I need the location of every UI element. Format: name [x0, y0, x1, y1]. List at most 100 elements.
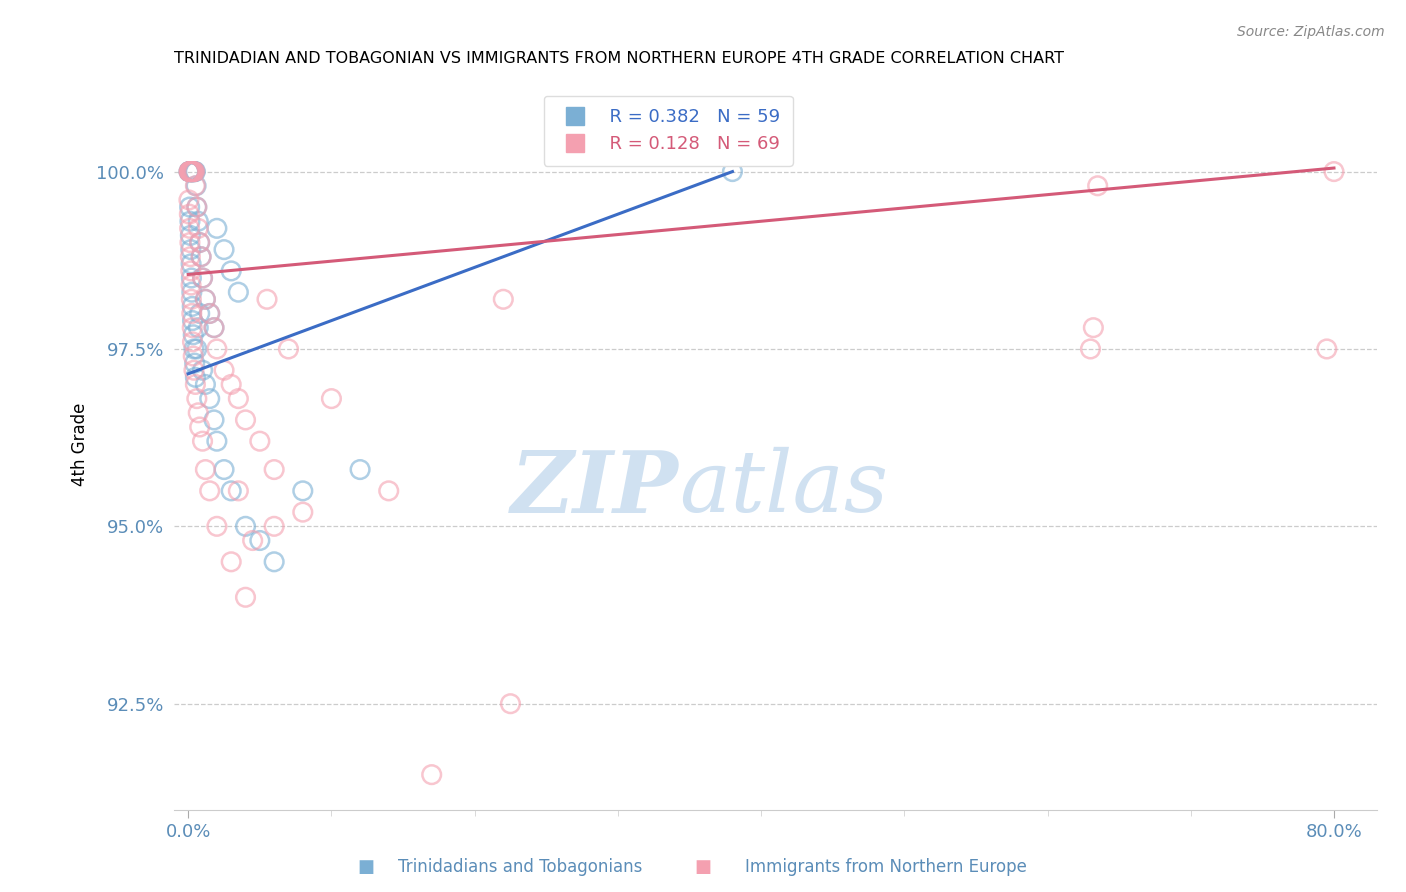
Point [180, 164, 202, 178]
Point [180, 306, 202, 320]
Point [181, 327, 204, 342]
Point [180, 257, 202, 271]
Point [194, 293, 217, 307]
Point [349, 462, 371, 476]
Point [184, 370, 207, 384]
Point [180, 164, 202, 178]
Point [181, 320, 204, 334]
Point [194, 293, 217, 307]
Point [184, 178, 207, 193]
Point [198, 392, 221, 406]
Point [177, 164, 200, 178]
Point [179, 221, 201, 235]
Point [179, 228, 201, 243]
Point [263, 555, 285, 569]
Point [191, 271, 214, 285]
Legend:   R = 0.382   N = 59,   R = 0.128   N = 69: R = 0.382 N = 59, R = 0.128 N = 69 [544, 95, 793, 166]
Point [194, 462, 217, 476]
Point [180, 271, 202, 285]
Point [179, 164, 201, 178]
Point [177, 164, 200, 178]
Point [180, 264, 202, 278]
Point [181, 164, 204, 178]
Point [183, 164, 205, 178]
Point [186, 342, 208, 356]
Point [191, 271, 214, 285]
Point [183, 164, 205, 178]
Text: ■: ■ [357, 858, 374, 876]
Point [188, 235, 211, 250]
Point [179, 214, 201, 228]
Point [242, 533, 264, 548]
Point [183, 342, 205, 356]
Text: atlas: atlas [679, 447, 889, 530]
Point [184, 164, 207, 178]
Point [1316, 342, 1339, 356]
Point [492, 293, 515, 307]
Point [228, 285, 250, 300]
Point [228, 392, 250, 406]
Point [181, 164, 204, 178]
Point [291, 483, 314, 498]
Point [198, 483, 221, 498]
Point [321, 392, 343, 406]
Point [180, 285, 202, 300]
Point [235, 519, 257, 533]
Point [179, 164, 201, 178]
Point [180, 243, 202, 257]
Point [202, 413, 225, 427]
Text: Source: ZipAtlas.com: Source: ZipAtlas.com [1237, 25, 1385, 39]
Point [205, 342, 228, 356]
Point [191, 434, 214, 449]
Text: Trinidadians and Tobagonians: Trinidadians and Tobagonians [398, 858, 643, 876]
Point [212, 243, 235, 257]
Point [183, 164, 205, 178]
Point [180, 278, 202, 293]
Point [256, 293, 278, 307]
Text: ZIP: ZIP [512, 447, 679, 531]
Point [180, 164, 202, 178]
Point [190, 250, 212, 264]
Point [186, 200, 208, 214]
Point [219, 483, 242, 498]
Point [228, 483, 250, 498]
Point [219, 264, 242, 278]
Point [181, 299, 204, 313]
Point [186, 392, 208, 406]
Point [180, 293, 202, 307]
Point [179, 250, 201, 264]
Point [377, 483, 399, 498]
Point [184, 377, 207, 392]
Point [205, 221, 228, 235]
Text: ■: ■ [695, 858, 711, 876]
Point [181, 164, 204, 178]
Point [180, 164, 202, 178]
Point [187, 221, 209, 235]
Point [1323, 164, 1346, 178]
Point [179, 164, 201, 178]
Point [187, 320, 209, 334]
Point [179, 164, 201, 178]
Text: TRINIDADIAN AND TOBAGONIAN VS IMMIGRANTS FROM NORTHERN EUROPE 4TH GRADE CORRELAT: TRINIDADIAN AND TOBAGONIAN VS IMMIGRANTS… [174, 51, 1064, 66]
Point [277, 342, 299, 356]
Point [188, 420, 211, 434]
Point [179, 164, 201, 178]
Point [184, 178, 207, 193]
Point [186, 200, 208, 214]
Point [249, 533, 271, 548]
Point [190, 250, 212, 264]
Point [1083, 320, 1105, 334]
Point [183, 164, 205, 178]
Point [188, 306, 211, 320]
Point [212, 462, 235, 476]
Point [181, 334, 204, 349]
Point [1087, 178, 1109, 193]
Point [202, 320, 225, 334]
Point [205, 434, 228, 449]
Point [249, 434, 271, 449]
Point [183, 164, 205, 178]
Point [187, 406, 209, 420]
Point [177, 193, 200, 207]
Point [180, 164, 202, 178]
Point [181, 164, 204, 178]
